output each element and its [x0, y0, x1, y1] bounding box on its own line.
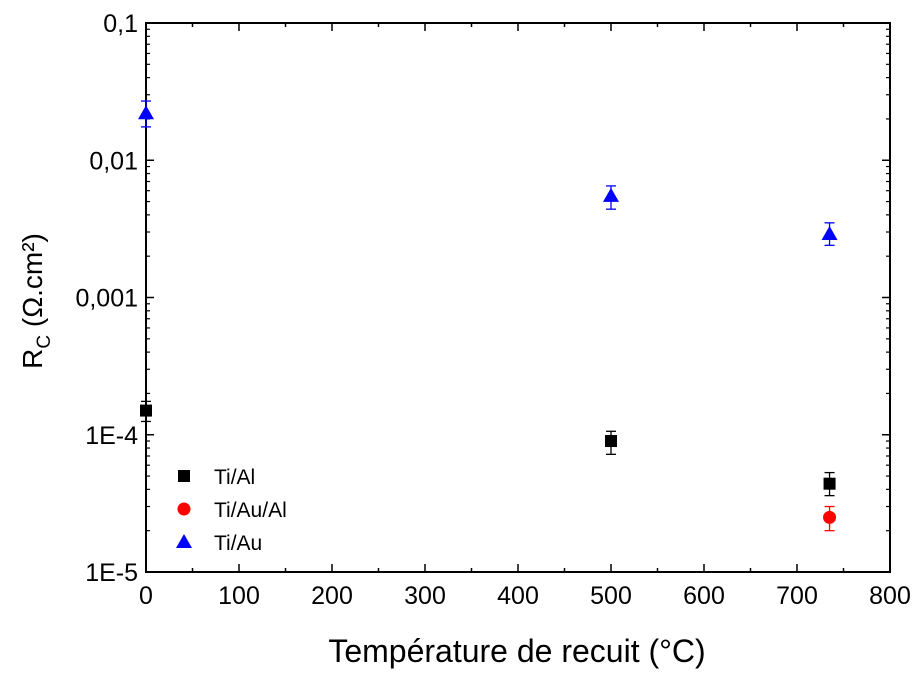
legend-label-ti-al: Ti/Al — [214, 466, 255, 489]
legend-marker-ti-au-al — [177, 502, 191, 516]
y-tick-label: 0,1 — [103, 10, 138, 38]
y-axis-title-main: R — [17, 349, 48, 369]
plot-frame — [145, 22, 891, 573]
plot-border — [145, 22, 891, 573]
y-tick-label: 1E-4 — [85, 422, 138, 450]
point-ti-al — [605, 435, 617, 448]
legend-marker-ti-al — [178, 470, 190, 482]
y-tick-label: 0,01 — [89, 147, 138, 175]
point-ti-au-al — [823, 510, 837, 524]
legend: Ti/Al Ti/Au/Al Ti/Au — [176, 466, 287, 555]
x-tick-label: 0 — [139, 582, 153, 610]
x-tick-label: 100 — [218, 582, 260, 610]
x-tick-label: 700 — [776, 582, 818, 610]
y-axis-title-unit: (Ω.cm²) — [17, 233, 48, 335]
x-tick-label: 600 — [683, 582, 725, 610]
point-ti-al — [823, 477, 836, 490]
legend-label-ti-au: Ti/Au — [214, 532, 262, 555]
point-ti-au — [138, 105, 154, 120]
point-ti-au — [821, 226, 838, 241]
x-tick-label: 800 — [869, 582, 911, 610]
point-ti-au — [603, 187, 619, 202]
legend-label-ti-au-al: Ti/Au/Al — [214, 499, 287, 522]
x-axis-title: Température de recuit (°C) — [328, 633, 705, 669]
y-axis-title-subscript: C — [34, 335, 55, 349]
y-tick-label: 1E-5 — [85, 559, 138, 587]
y-tick-label: 0,001 — [75, 285, 138, 313]
y-axis: 1E-5 1E-4 0,001 0,01 0,1 — [75, 10, 890, 587]
x-tick-label: 500 — [590, 582, 632, 610]
x-axis: 0 100 200 300 400 500 600 700 800 — [139, 23, 911, 610]
x-tick-label: 200 — [311, 582, 353, 610]
x-tick-label: 400 — [497, 582, 539, 610]
point-ti-al — [140, 404, 152, 417]
data-marks — [138, 100, 838, 532]
y-axis-title: RC (Ω.cm²) — [17, 233, 55, 369]
legend-marker-ti-au — [176, 534, 192, 548]
x-tick-label: 300 — [404, 582, 446, 610]
